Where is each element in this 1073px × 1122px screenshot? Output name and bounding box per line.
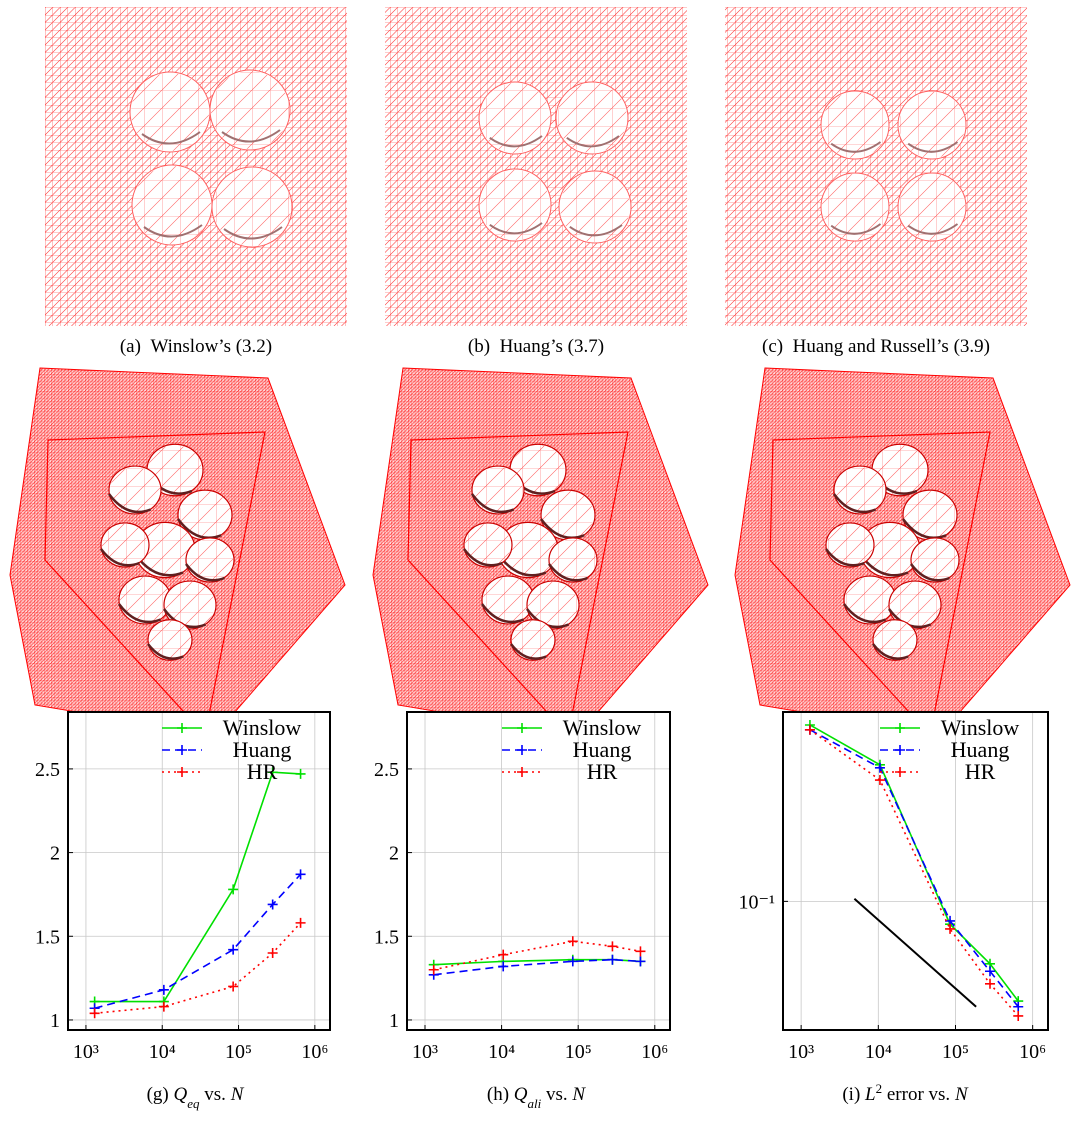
mesh-ball-grid [827, 524, 873, 566]
mesh-ball-grid [835, 467, 885, 513]
x-tick-label: 10⁶ [301, 1041, 328, 1063]
mesh-hole-grid [480, 83, 550, 153]
mesh-hole-grid [480, 170, 550, 240]
caption-part: (h) [487, 1084, 509, 1105]
mesh-hole-grid [211, 71, 289, 149]
mesh-ball-grid [187, 539, 233, 581]
caption-part: Q [174, 1084, 188, 1105]
chart-caption: (h) Qali vs. N [487, 1084, 587, 1111]
page: (a) Winslow’s (3.2) (b) Huang’s (3.7) (c) … [0, 0, 1073, 1122]
mesh-square [725, 7, 1027, 326]
chart-caption: (i) L2 error vs. N [842, 1081, 969, 1106]
caption-part: N [954, 1084, 969, 1105]
mesh-ball-grid [483, 577, 533, 623]
mesh-ball-grid [110, 467, 160, 513]
y-tick-label: 2 [389, 843, 399, 865]
caption-part: (i) [842, 1084, 860, 1105]
y-tick-label: 10⁻¹ [738, 891, 775, 913]
y-tick-label: 1 [50, 1010, 60, 1032]
caption-part: error vs. [887, 1084, 950, 1105]
x-tick-label: 10³ [73, 1041, 99, 1063]
mesh-ball-grid [149, 621, 191, 659]
panel-label: (b) [468, 336, 490, 357]
figure: (a) Winslow’s (3.2) (b) Huang’s (3.7) (c) … [0, 0, 1073, 1122]
caption-part: vs. [204, 1084, 226, 1105]
mesh-hole-grid [899, 92, 965, 158]
caption-part: Q [514, 1084, 528, 1105]
caption-part: ali [528, 1096, 542, 1111]
panel-caption-text: Huang and Russell’s (3.9) [793, 336, 990, 357]
mesh-ball-grid [912, 539, 958, 581]
y-tick-label: 1 [389, 1010, 399, 1032]
y-tick-label: 1.5 [374, 926, 399, 948]
y-tick-label: 1.5 [35, 926, 60, 948]
mesh-square [385, 7, 687, 326]
mesh-hole-grid [557, 83, 627, 153]
x-tick-label: 10⁴ [149, 1041, 176, 1063]
mesh-hole-grid [560, 172, 630, 242]
x-tick-label: 10⁵ [565, 1041, 592, 1063]
caption-part: L [864, 1084, 876, 1105]
x-tick-label: 10⁴ [865, 1041, 892, 1063]
x-tick-label: 10⁵ [942, 1041, 969, 1063]
x-tick-label: 10⁶ [1019, 1041, 1046, 1063]
caption-part: (g) [147, 1084, 169, 1105]
caption-part: 2 [876, 1081, 883, 1096]
y-tick-label: 2 [50, 843, 60, 865]
mesh-ball-grid [874, 621, 916, 659]
mesh-ball-grid [512, 621, 554, 659]
mesh-ball-grid [465, 524, 511, 566]
mesh-square [45, 7, 347, 326]
panel-caption-text: Winslow’s (3.2) [150, 336, 272, 357]
panel-caption: (c) Huang and Russell’s (3.9) [762, 336, 990, 357]
panel-label: (a) [120, 336, 141, 357]
mesh-hole-grid [822, 174, 888, 240]
mesh-images [10, 7, 1070, 735]
x-tick-label: 10⁴ [488, 1041, 515, 1063]
mesh-hole-grid [899, 174, 965, 240]
legend-label: HR [247, 759, 278, 784]
panel-label: (c) [762, 336, 783, 357]
y-tick-label: 2.5 [35, 759, 60, 781]
mesh-hole-grid [131, 73, 209, 151]
x-tick-label: 10⁵ [225, 1041, 252, 1063]
mesh-ball-grid [473, 467, 523, 513]
mesh-hole-grid [133, 166, 211, 244]
x-tick-label: 10⁶ [641, 1041, 668, 1063]
caption-part: N [571, 1084, 586, 1105]
chart-caption: (g) Qeq vs. N [147, 1084, 245, 1111]
mesh-ball-grid [102, 524, 148, 566]
x-tick-label: 10³ [788, 1041, 814, 1063]
y-tick-label: 2.5 [374, 759, 399, 781]
mesh-hole-grid [213, 168, 291, 246]
panel-caption: (b) Huang’s (3.7) [468, 336, 604, 357]
caption-part: eq [187, 1096, 200, 1111]
mesh-ball-grid [120, 577, 170, 623]
legend-label: HR [587, 759, 618, 784]
caption-part: vs. [546, 1084, 568, 1105]
legend-label: HR [965, 759, 996, 784]
mesh-hole-grid [822, 92, 888, 158]
x-tick-label: 10³ [412, 1041, 438, 1063]
panel-caption: (a) Winslow’s (3.2) [120, 336, 272, 357]
mesh-ball-grid [845, 577, 895, 623]
caption-part: N [230, 1084, 245, 1105]
mesh-ball-grid [550, 539, 596, 581]
panel-caption-text: Huang’s (3.7) [500, 336, 604, 357]
